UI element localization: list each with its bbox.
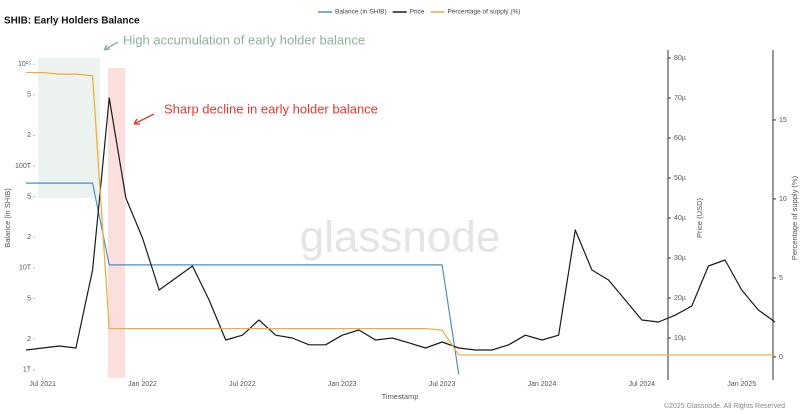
y-tick-label: 10T [19,265,32,272]
watermark: glassnode [300,213,501,262]
x-tick-label: Jan 2025 [727,381,756,388]
y-tick-label: 10¹⁵ [18,61,31,68]
x-axis-title: Timestamp [382,392,419,401]
x-tick-label: Jan 2024 [528,381,557,388]
series-line [25,97,776,351]
annotation: High accumulation of early holder balanc… [123,32,365,47]
y2-tick-label: 70µ [674,95,686,102]
y-axis-title: Balance (in SHIB) [3,188,12,248]
y-tick-label: 5 [27,295,31,302]
y-tick-label: 1T [23,367,32,374]
y2-tick-label: 30µ [674,255,686,262]
y-tick-label: 100T [15,163,32,170]
y-tick-label: 2 [27,132,31,139]
series-line [26,71,775,356]
annotation-arrow [133,113,155,125]
y-tick-label: 5 [27,92,31,99]
chart-title: SHIB: Early Holders Balance [4,16,140,27]
legend-label: Percentage of supply (%) [447,9,520,16]
y2-tick-label: 80µ [674,55,686,62]
accumulation-highlight [38,58,100,198]
y-tick-label: 2 [27,234,31,241]
x-tick-label: Jan 2023 [328,381,357,388]
x-tick-label: Jul 2021 [29,381,56,388]
legend-label: Balance (in SHIB) [335,9,387,16]
y2-tick-label: 40µ [674,215,686,222]
y-tick-label: 5 [27,194,31,201]
y3-axis-title: Percentage of supply (%) [790,175,799,260]
y3-tick-label: 10 [779,196,787,203]
y2-tick-label: 50µ [674,175,686,182]
legend-label: Price [410,9,425,16]
y-tick-label: 2 [27,336,31,343]
y2-axis-title: Price (USD) [695,198,704,239]
annotation: Sharp decline in early holder balance [164,101,378,116]
y2-tick-label: 20µ [674,295,686,302]
x-tick-label: Jan 2022 [128,381,157,388]
y2-tick-label: 10µ [674,335,686,342]
x-tick-label: Jul 2023 [429,381,456,388]
decline-highlight [108,68,125,378]
y3-tick-label: 5 [779,275,783,282]
y3-tick-label: 0 [779,354,783,361]
y2-tick-label: 60µ [674,135,686,142]
annotation-arrow [103,41,119,51]
x-tick-label: Jul 2024 [629,381,656,388]
y3-tick-label: 15 [779,117,787,124]
x-tick-label: Jul 2022 [229,381,256,388]
credit: ©2025 Glassnode. All Rights Reserved [664,402,785,410]
